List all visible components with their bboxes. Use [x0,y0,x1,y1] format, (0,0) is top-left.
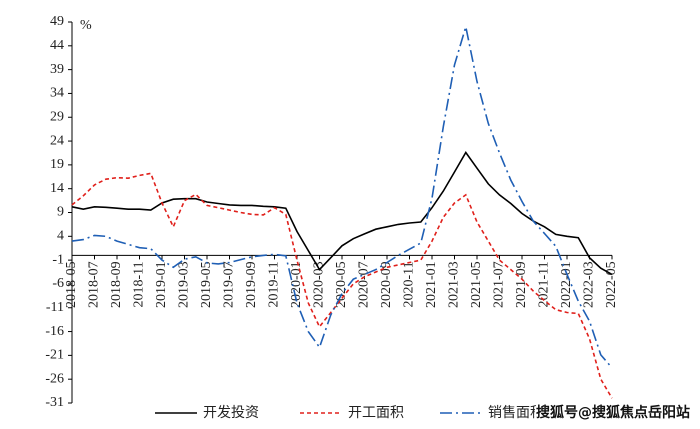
y-tick-label: 24 [50,133,64,148]
series-line [71,172,613,399]
x-tick-label: 2018-09 [109,261,124,308]
y-tick-label: 14 [50,181,64,196]
x-tick-label: 2020-11 [402,261,417,307]
y-tick-label: 44 [50,38,64,53]
y-tick-label: -26 [45,371,64,386]
legend-label: 开工面积 [348,405,404,421]
x-tick-label: 2021-01 [424,261,439,308]
x-tick-label: 2020-05 [334,261,349,308]
x-tick-label: 2019-03 [177,261,192,308]
x-tick-label: 2018-07 [87,261,102,308]
y-tick-label: 4 [57,229,64,244]
x-tick-label: 2018-11 [132,261,147,307]
unit-label: % [80,18,92,33]
x-tick-label: 2019-11 [267,261,282,307]
x-tick-label: 2022-01 [559,261,574,308]
x-tick-label: 2022-03 [582,261,597,308]
y-tick-label: 49 [50,14,64,29]
series-line [71,26,613,369]
x-tick-label: 2019-05 [199,261,214,308]
x-tick-label: 2021-05 [469,261,484,308]
legend-label: 开发投资 [203,405,259,421]
x-tick-label: 2022-05 [604,261,619,308]
y-tick-label: -1 [52,252,64,267]
x-tick-label: 2020-01 [289,261,304,308]
x-tick-label: 2021-09 [514,261,529,308]
y-tick-label: -21 [45,348,64,363]
x-tick-label: 2019-07 [222,261,237,308]
x-tick-label: 2021-07 [492,261,507,308]
y-tick-label: -31 [45,395,64,410]
y-tick-label: 29 [50,109,64,124]
legend-label: 销售面积 [488,405,544,421]
y-tick-label: 34 [50,86,64,101]
y-tick-label: -16 [45,324,64,339]
y-tick-label: -6 [52,276,64,291]
watermark: 搜狐号@搜狐焦点岳阳站 [536,404,690,421]
x-tick-label: 2020-09 [379,261,394,308]
x-tick-label: 2020-07 [357,261,372,308]
x-tick-label: 2018-05 [64,261,79,308]
y-tick-label: 39 [50,62,64,77]
y-tick-label: 9 [57,205,64,220]
x-tick-label: 2020-03 [312,261,327,308]
x-tick-label: 2019-09 [244,261,259,308]
y-tick-label: -11 [46,300,64,315]
x-tick-label: 2021-03 [447,261,462,308]
x-tick-label: 2019-01 [154,261,169,308]
x-tick-label: 2021-11 [537,261,552,307]
y-tick-label: 19 [50,157,64,172]
